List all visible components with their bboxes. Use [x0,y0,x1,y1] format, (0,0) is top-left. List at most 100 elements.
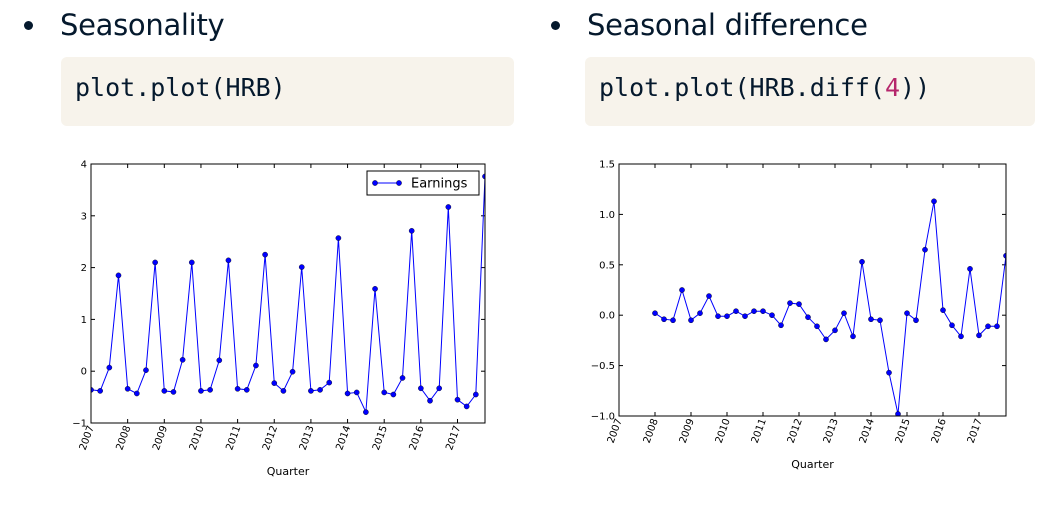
data-point [143,367,149,373]
data-point [179,357,186,363]
data-point [850,333,856,340]
data-point [408,228,415,234]
data-point [679,287,685,293]
plot-frame [90,163,486,424]
data-point [473,391,479,398]
data-point [958,333,964,340]
x-tick-label: 2008 [642,417,661,445]
y-tick-label: 2 [81,263,87,274]
data-point [115,272,122,279]
data-point [913,317,919,324]
x-tick-label: 2013 [298,424,317,452]
data-point [262,251,268,258]
data-point [706,293,712,299]
data-point [931,198,937,205]
data-point [335,235,342,241]
x-tick-label: 2012 [261,424,280,452]
x-tick-label: 2017 [966,417,985,445]
data-point [814,323,820,330]
y-tick-label: 1.5 [599,160,615,171]
data-point [280,388,287,394]
x-tick-label: 2016 [408,424,427,452]
data-point [436,385,442,392]
x-tick-label: 2009 [151,424,170,452]
x-tick-label: 2012 [786,417,805,445]
data-point [967,266,973,272]
data-point [317,387,323,393]
data-point [868,316,874,323]
y-tick-label: −1.0 [591,412,615,423]
data-point [895,411,901,416]
data-point [271,380,278,386]
left-bullet: Seasonality [24,8,225,42]
data-point [106,364,113,371]
x-tick-label: 2015 [894,417,913,445]
legend-marker [372,180,378,186]
data-point [399,375,406,381]
x-tick-label: 2016 [930,417,949,445]
x-tick-label: 2009 [678,417,697,445]
series-group [91,173,485,415]
data-point [216,357,223,364]
data-point [353,389,360,396]
data-point [904,310,910,316]
data-point [298,264,305,270]
data-point [124,386,131,392]
data-point [381,389,388,396]
data-point [134,390,140,397]
data-point [97,388,103,394]
data-point [733,308,739,314]
data-point [877,317,883,324]
y-tick-label: 3 [81,211,87,222]
legend-marker [396,180,402,186]
x-tick-label: 2011 [224,424,243,452]
x-tick-label: 2014 [334,424,353,452]
data-point [886,369,892,376]
x-tick-label: 2011 [750,417,769,445]
series-group [652,198,1006,416]
x-tick-label: 2017 [444,424,463,452]
data-point [787,300,793,306]
y-tick-label: −1 [72,419,87,430]
data-point [832,327,838,334]
x-tick-label: 2015 [371,424,390,452]
x-axis-label: Quarter [267,465,310,478]
x-tick-label: 2008 [114,424,133,452]
data-point [234,386,241,392]
right-bullet-text: Seasonal difference [587,8,868,42]
data-point [372,286,378,292]
x-tick-label: 2010 [188,424,207,452]
data-point [253,362,259,369]
data-point [161,388,168,394]
data-point [326,379,333,386]
y-tick-label: 0.5 [599,260,615,271]
data-point [445,204,452,210]
data-point [697,310,703,316]
left-bullet-text: Seasonality [60,8,225,42]
y-tick-label: 0 [81,367,87,378]
data-point [724,313,730,320]
bullet-dot [551,20,560,30]
data-point [985,323,991,330]
data-point [225,257,232,264]
data-point [949,322,955,329]
right-code-block: plot.plot(HRB.diff(4)) [585,57,1035,126]
data-point [170,389,177,395]
data-point [661,316,667,323]
data-point [940,307,946,313]
data-point [796,301,802,307]
legend-label: Earnings [411,177,468,192]
data-point [652,310,658,316]
right-bullet: Seasonal difference [551,8,868,42]
bullet-dot [24,20,33,30]
left-code-text: plot.plot(HRB) [75,73,286,102]
data-point [994,323,1000,330]
data-point [207,387,213,393]
y-tick-label: −0.5 [591,361,615,372]
data-point [859,258,865,265]
data-point [463,403,470,410]
x-tick-label: 2014 [858,417,877,445]
code-prefix: plot.plot(HRB.diff( [599,73,885,102]
